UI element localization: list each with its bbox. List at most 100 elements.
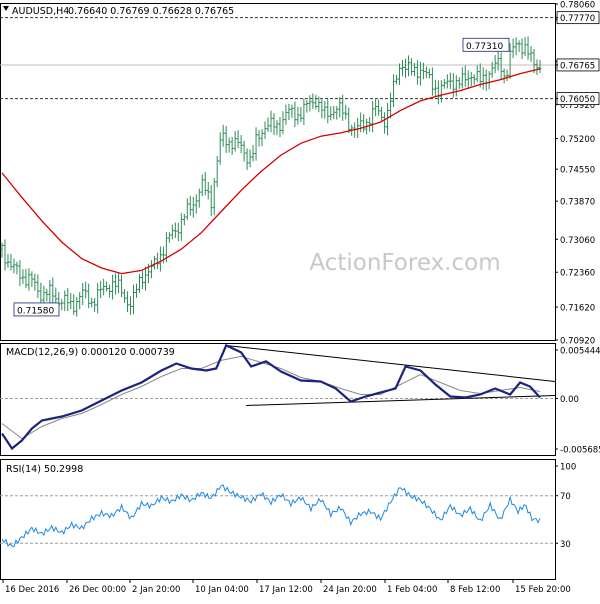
- ohlc-bar: [99, 280, 103, 299]
- ohlc-bar: [326, 98, 330, 124]
- macd-trendline-0: [226, 344, 555, 382]
- ohlc-bar: [421, 62, 425, 80]
- ohlc-bar: [347, 107, 351, 133]
- ohlc-bar: [81, 282, 85, 306]
- ohlc-bar: [302, 98, 306, 125]
- ohlc-bar: [105, 281, 109, 292]
- ohlc-bar: [505, 69, 509, 81]
- ohlc-bar: [269, 110, 273, 133]
- ohlc-bar: [281, 111, 285, 135]
- ohlc-bar: [374, 98, 378, 117]
- ohlc-bar: [239, 135, 243, 154]
- ohlc-bar: [200, 174, 204, 197]
- price-axis: 0.780600.777300.768400.759200.752000.745…: [555, 1, 600, 347]
- ohlc-bar: [502, 68, 506, 84]
- ohlc-bar: [12, 258, 16, 274]
- rsi-tick-label-1: 70: [560, 492, 571, 502]
- ohlc-bar: [532, 49, 536, 74]
- ohlc-bar: [221, 124, 225, 147]
- ohlc-bar: [248, 149, 252, 168]
- ohlc-bar: [203, 171, 207, 196]
- ohlc-bar: [263, 121, 267, 139]
- ohlc-bar: [42, 285, 46, 305]
- rsi-title: RSI(14) 50.2998: [6, 464, 83, 475]
- ohlc-bar: [212, 178, 216, 216]
- ohlc-bar: [161, 246, 165, 264]
- ohlc-bar: [137, 274, 141, 293]
- ohlc-bar: [129, 296, 133, 315]
- ohlc-bar: [275, 120, 279, 136]
- ohlc-bar: [69, 293, 73, 310]
- ohlc-bar: [143, 266, 147, 291]
- ohlc-bar: [206, 181, 210, 200]
- ohlc-bar: [108, 284, 112, 298]
- ohlc-bar: [66, 287, 70, 311]
- ohlc-bar: [481, 67, 485, 90]
- ohlc-bar: [308, 95, 312, 112]
- ohlc-bar: [290, 104, 294, 118]
- ohlc-bar: [9, 253, 13, 271]
- ohlc-bar: [401, 59, 405, 77]
- ohlc-bar: [451, 73, 455, 98]
- ohlc-bar: [188, 195, 192, 216]
- ohlc-bar: [478, 63, 482, 88]
- annotation-label-0: 0.77310: [466, 42, 503, 52]
- ohlc-bar: [224, 126, 228, 153]
- ohlc-bar: [218, 132, 222, 165]
- ohlc-bar: [6, 253, 10, 268]
- ohlc-bar: [111, 274, 115, 300]
- ohlc-bar: [404, 58, 407, 78]
- macd-axis: 0.005444 0.00 -0.005685: [555, 347, 600, 456]
- price-tick-label-0: 0.78060: [560, 1, 595, 11]
- ohlc-bar: [24, 268, 28, 288]
- ohlc-bar: [84, 281, 88, 299]
- ohlc-bar: [36, 274, 40, 299]
- watermark: ActionForex.com: [309, 250, 500, 276]
- annotation-label-1: 0.71580: [17, 306, 54, 316]
- ohlc-bar: [466, 70, 470, 89]
- ohlc-bar: [433, 79, 437, 98]
- macd-trendline-1: [246, 394, 555, 406]
- ohlc-bar: [194, 194, 198, 214]
- ohlc-bar: [182, 213, 186, 226]
- time-tick-label-0: 16 Dec 2016: [5, 585, 59, 595]
- ohlc-bar: [317, 96, 321, 113]
- ohlc-bar: [335, 106, 339, 120]
- ohlc-bar: [380, 106, 384, 122]
- price-tick-label-7: 0.73060: [560, 236, 595, 246]
- ohlc-bar: [236, 130, 240, 149]
- ohlc-bar: [179, 213, 183, 241]
- ohlc-bar: [463, 65, 467, 87]
- ohlc-bar: [21, 269, 25, 285]
- ohlc-bar: [520, 38, 524, 60]
- ohlc-bar: [341, 94, 345, 121]
- ohlc-bar: [508, 43, 512, 80]
- macd-panel: [0, 343, 556, 456]
- ohlc-bar: [48, 279, 52, 303]
- ohlc-bar: [96, 282, 100, 314]
- price-tick-label-6: 0.73870: [560, 198, 595, 208]
- ohlc-bar: [185, 198, 189, 221]
- rsi-tick-label-0: 100: [560, 463, 576, 473]
- ohlc-bar: [278, 117, 282, 138]
- ohlc-bar: [54, 287, 58, 305]
- ohlc-bar: [230, 136, 234, 155]
- ohlc-bar: [383, 112, 387, 134]
- ohlc-bar: [197, 188, 201, 208]
- ohlc-bar: [140, 271, 144, 290]
- ohlc-bar: [254, 127, 258, 161]
- ohlc-bar: [523, 36, 527, 57]
- price-panel: [0, 3, 556, 341]
- time-tick-label-8: 15 Feb 20:00: [515, 585, 571, 595]
- ohlc-bar: [227, 137, 231, 153]
- ohlc-bar: [152, 255, 156, 270]
- price-horizontal-lines: [0, 17, 555, 100]
- ohlc-bar: [72, 294, 76, 315]
- ohlc-bar: [430, 67, 434, 96]
- macd-tick-label-1: 0.00: [560, 395, 579, 405]
- ohlc-bar: [323, 100, 327, 119]
- ohlc-bar: [514, 37, 518, 56]
- time-tick-label-3: 10 Jan 04:00: [195, 585, 249, 595]
- ohlc-bar: [409, 58, 413, 76]
